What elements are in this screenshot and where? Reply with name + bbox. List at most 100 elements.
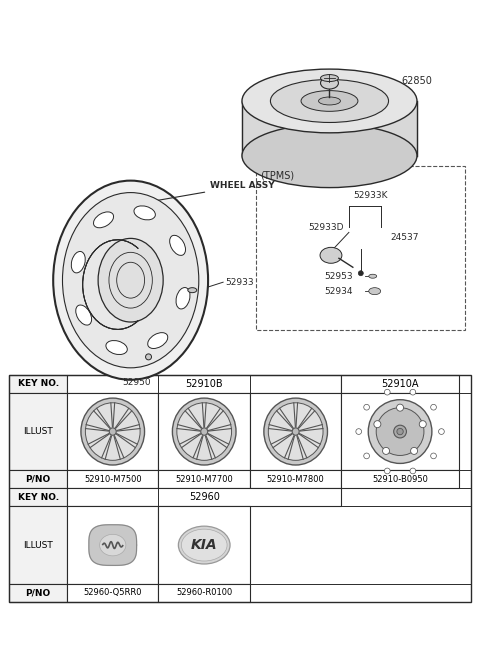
Ellipse shape <box>62 193 199 368</box>
Ellipse shape <box>145 354 152 360</box>
Polygon shape <box>89 525 137 565</box>
Ellipse shape <box>301 91 358 112</box>
Ellipse shape <box>394 425 407 438</box>
Bar <box>67 488 341 506</box>
Ellipse shape <box>396 404 404 411</box>
Ellipse shape <box>172 398 236 465</box>
Ellipse shape <box>439 428 444 434</box>
Ellipse shape <box>106 340 127 354</box>
Text: KEY NO.: KEY NO. <box>18 379 59 388</box>
Ellipse shape <box>376 407 424 455</box>
Ellipse shape <box>181 529 227 561</box>
Ellipse shape <box>368 400 432 463</box>
Ellipse shape <box>268 403 323 461</box>
Ellipse shape <box>364 404 370 410</box>
Bar <box>9 488 67 506</box>
Text: 52910B: 52910B <box>185 379 223 389</box>
Text: P/NO: P/NO <box>25 475 51 484</box>
Ellipse shape <box>320 247 342 263</box>
Ellipse shape <box>242 69 417 133</box>
Ellipse shape <box>134 206 156 220</box>
Bar <box>158 393 250 470</box>
Ellipse shape <box>410 468 416 474</box>
Ellipse shape <box>319 97 340 105</box>
Ellipse shape <box>369 288 381 295</box>
Ellipse shape <box>148 333 168 348</box>
Bar <box>67 584 158 602</box>
Ellipse shape <box>177 403 231 461</box>
Ellipse shape <box>397 428 403 435</box>
Text: WHEEL ASSY: WHEEL ASSY <box>115 181 275 209</box>
Bar <box>9 584 67 602</box>
Ellipse shape <box>419 420 426 428</box>
Text: ILLUST: ILLUST <box>24 541 53 550</box>
Ellipse shape <box>364 453 370 459</box>
Bar <box>158 470 250 488</box>
Ellipse shape <box>358 271 363 276</box>
Text: 52910-B0950: 52910-B0950 <box>372 475 428 484</box>
Ellipse shape <box>410 447 418 455</box>
Text: 52934: 52934 <box>324 287 353 296</box>
Ellipse shape <box>321 77 338 89</box>
Text: ILLUST: ILLUST <box>24 427 53 436</box>
Text: 52960: 52960 <box>189 492 220 502</box>
Bar <box>341 393 459 470</box>
Text: 52910A: 52910A <box>381 379 419 389</box>
Bar <box>67 470 158 488</box>
Text: 52933K: 52933K <box>353 191 388 200</box>
Ellipse shape <box>85 403 140 461</box>
Text: 52910-M7500: 52910-M7500 <box>84 475 142 484</box>
Bar <box>341 375 459 393</box>
Ellipse shape <box>179 526 230 564</box>
Ellipse shape <box>100 535 126 556</box>
Text: 52953: 52953 <box>324 272 353 281</box>
Bar <box>67 506 158 584</box>
Ellipse shape <box>356 428 361 434</box>
Bar <box>250 393 341 470</box>
Bar <box>158 584 250 602</box>
Ellipse shape <box>242 124 417 188</box>
Bar <box>256 166 465 330</box>
Text: 52910-M7700: 52910-M7700 <box>175 475 233 484</box>
Ellipse shape <box>384 389 390 395</box>
Ellipse shape <box>76 305 92 325</box>
Bar <box>9 470 67 488</box>
Ellipse shape <box>109 428 116 435</box>
Bar <box>250 470 341 488</box>
Text: 52910-M7800: 52910-M7800 <box>267 475 324 484</box>
Text: KEY NO.: KEY NO. <box>18 493 59 502</box>
Ellipse shape <box>410 389 416 395</box>
Text: KIA: KIA <box>191 538 217 552</box>
Text: 52950: 52950 <box>122 378 151 387</box>
Ellipse shape <box>98 238 163 322</box>
Ellipse shape <box>369 274 377 278</box>
Ellipse shape <box>384 468 390 474</box>
Ellipse shape <box>81 398 144 465</box>
Ellipse shape <box>264 398 327 465</box>
Bar <box>9 393 67 470</box>
Text: 52960-R0100: 52960-R0100 <box>176 588 232 598</box>
Text: 62850: 62850 <box>401 76 432 86</box>
Ellipse shape <box>53 180 208 380</box>
Ellipse shape <box>292 428 299 435</box>
Polygon shape <box>242 101 417 155</box>
Ellipse shape <box>374 420 381 428</box>
Ellipse shape <box>169 236 185 255</box>
Bar <box>9 375 471 602</box>
Bar <box>9 375 67 393</box>
Text: (TPMS): (TPMS) <box>260 171 294 180</box>
Ellipse shape <box>431 404 436 410</box>
Text: 24537: 24537 <box>391 233 419 242</box>
Bar <box>341 470 459 488</box>
Ellipse shape <box>201 428 208 435</box>
Ellipse shape <box>72 251 85 273</box>
Text: 52933D: 52933D <box>308 223 344 232</box>
Ellipse shape <box>94 212 114 228</box>
Text: 52933: 52933 <box>225 277 254 287</box>
Ellipse shape <box>188 288 197 293</box>
Ellipse shape <box>270 79 388 123</box>
Bar <box>9 506 67 584</box>
Ellipse shape <box>176 287 190 309</box>
Ellipse shape <box>383 447 390 455</box>
Bar <box>158 506 250 584</box>
